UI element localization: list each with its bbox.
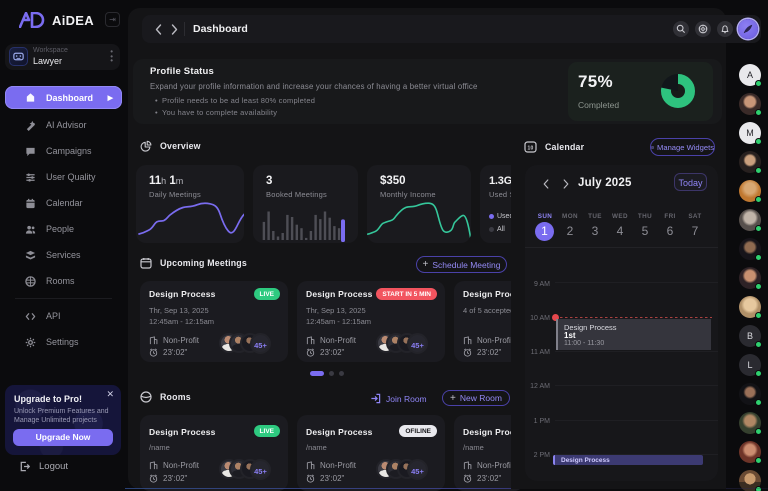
svg-text:10: 10 [528,146,534,152]
